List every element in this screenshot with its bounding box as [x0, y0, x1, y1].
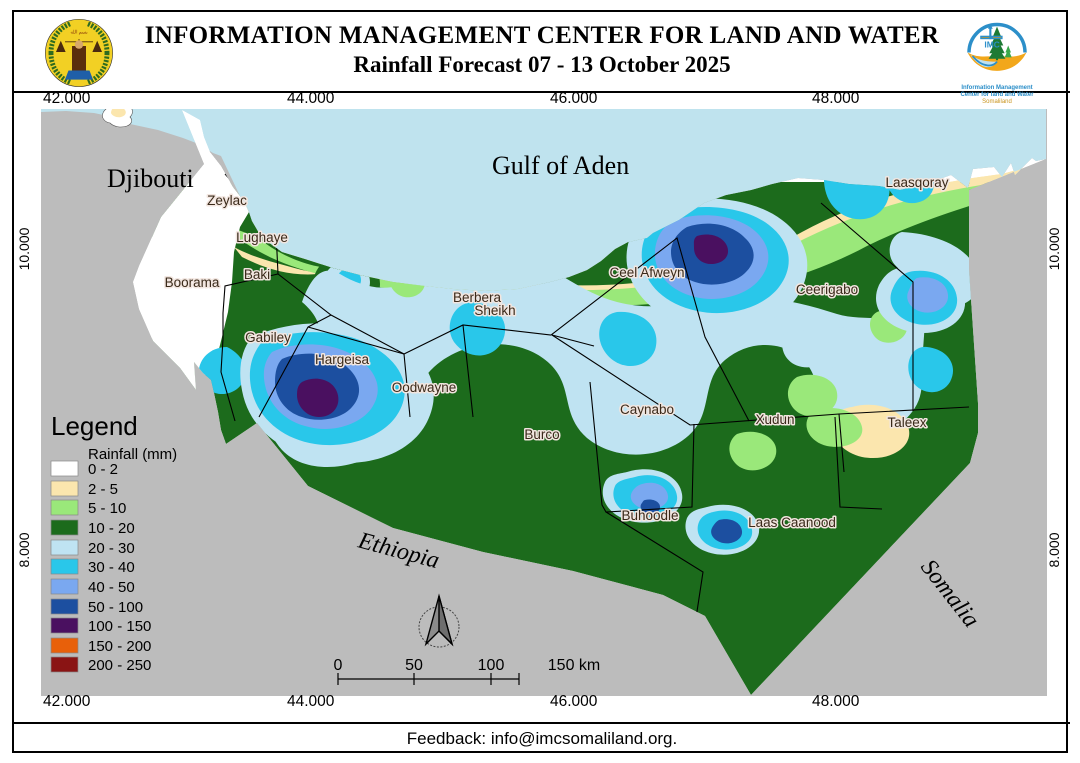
svg-text:0: 0: [334, 657, 343, 674]
svg-text:10.000: 10.000: [1046, 227, 1062, 270]
svg-text:Buhoodle: Buhoodle: [621, 508, 678, 523]
svg-text:Boorama: Boorama: [165, 275, 220, 290]
svg-text:40 - 50: 40 - 50: [88, 579, 135, 596]
svg-text:150 - 200: 150 - 200: [88, 638, 151, 655]
svg-text:Sheikh: Sheikh: [474, 303, 515, 318]
svg-text:8.000: 8.000: [16, 532, 32, 567]
svg-text:Oodwayne: Oodwayne: [392, 380, 457, 395]
svg-text:8.000: 8.000: [1046, 532, 1062, 567]
svg-text:50 - 100: 50 - 100: [88, 599, 143, 616]
svg-text:150 km: 150 km: [548, 657, 600, 674]
svg-text:Hargeisa: Hargeisa: [315, 352, 370, 367]
svg-text:Ceel Afweyn: Ceel Afweyn: [609, 265, 684, 280]
svg-text:Xudun: Xudun: [755, 412, 794, 427]
svg-text:Burco: Burco: [524, 427, 559, 442]
svg-text:44.000: 44.000: [287, 93, 335, 107]
svg-text:Gabiley: Gabiley: [245, 330, 291, 345]
svg-text:Lughaye: Lughaye: [236, 230, 288, 245]
svg-text:48.000: 48.000: [812, 693, 860, 710]
svg-text:Caynabo: Caynabo: [620, 402, 674, 417]
svg-text:42.000: 42.000: [43, 693, 91, 710]
svg-text:20 - 30: 20 - 30: [88, 540, 135, 557]
svg-text:46.000: 46.000: [550, 93, 598, 107]
svg-text:Legend: Legend: [51, 411, 138, 441]
svg-text:30 - 40: 30 - 40: [88, 559, 135, 576]
svg-text:2 - 5: 2 - 5: [88, 481, 118, 498]
svg-text:44.000: 44.000: [287, 693, 335, 710]
svg-text:Laas Caanood: Laas Caanood: [748, 515, 836, 530]
svg-text:48.000: 48.000: [812, 93, 860, 107]
svg-text:10 - 20: 10 - 20: [88, 520, 135, 537]
svg-text:42.000: 42.000: [43, 93, 91, 107]
svg-text:46.000: 46.000: [550, 693, 598, 710]
svg-text:200 - 250: 200 - 250: [88, 657, 151, 674]
svg-text:Gulf of Aden: Gulf of Aden: [492, 151, 629, 180]
svg-text:50: 50: [405, 657, 423, 674]
svg-text:Baki: Baki: [244, 267, 270, 282]
svg-text:IMC: IMC: [984, 40, 999, 50]
svg-text:5 - 10: 5 - 10: [88, 500, 126, 517]
svg-text:Laasqoray: Laasqoray: [885, 175, 948, 190]
svg-text:0 - 2: 0 - 2: [88, 461, 118, 478]
svg-text:Djibouti: Djibouti: [107, 164, 194, 193]
svg-text:10.000: 10.000: [16, 227, 32, 270]
svg-text:100: 100: [478, 657, 505, 674]
svg-text:Taleex: Taleex: [887, 415, 926, 430]
svg-text:100 - 150: 100 - 150: [88, 618, 151, 635]
svg-text:Ceerigabo: Ceerigabo: [796, 282, 858, 297]
svg-text:Zeylac: Zeylac: [207, 193, 247, 208]
